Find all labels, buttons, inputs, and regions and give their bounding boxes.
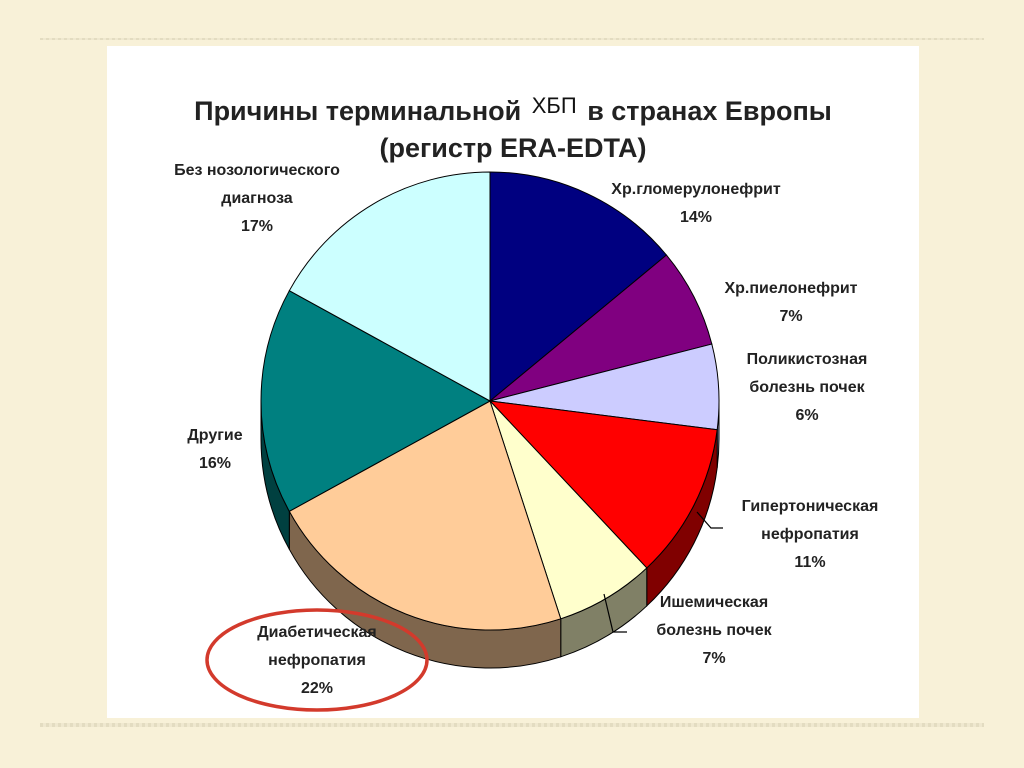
label-name-line2: нефропатия [761,526,859,543]
label-name-line2: болезнь почек [749,379,865,396]
title-part2: в странах Европы [587,96,832,126]
title-abbreviation: ХБП [531,93,577,118]
pie-slice-undiagnosed [288,171,491,402]
label-value: 6% [795,407,819,424]
highlight-ellipse [205,608,429,712]
top-divider [40,38,984,40]
label-undiagnosed: Без нозологического диагноза 17% [142,157,372,241]
label-name: Хр.пиелонефрит [724,280,858,297]
chart-title-line2: (регистр ERA-EDTA) [379,133,647,163]
label-pyelonephritis: Хр.пиелонефрит 7% [691,275,891,331]
label-name-line2: диагноза [221,190,293,207]
pie-slice-other [260,289,492,513]
pie-slice-hypertensive [488,400,718,569]
label-name-line2: болезнь почек [656,622,772,639]
label-value: 7% [702,650,726,667]
label-value: 14% [679,209,713,226]
label-other: Другие 16% [160,422,270,478]
label-name: Хр.гломерулонефрит [611,181,781,198]
pie-slice-diabetic [288,400,562,631]
label-value: 22% [300,680,334,697]
label-name-line1: Диабетическая [257,624,377,641]
pie-chart [205,171,723,712]
label-value: 17% [240,218,274,235]
label-name-line1: Ишемическая [659,594,769,611]
bottom-divider [40,723,984,727]
label-name: Другие [187,427,243,444]
leader-line-ischemic [603,593,627,633]
label-value: 16% [198,455,232,472]
pie-slice-glomerulonephritis [489,171,668,403]
label-polycystic: Поликистозная болезнь почек 6% [707,346,907,430]
label-ischemic: Ишемическая болезнь почек 7% [619,589,809,673]
label-name-line1: Поликистозная [746,351,868,368]
label-diabetic: Диабетическая нефропатия 22% [217,619,417,703]
title-part1: Причины терминальной [194,96,522,126]
label-name-line2: нефропатия [268,652,366,669]
label-value: 7% [779,308,803,325]
leader-line-hypertensive [696,511,723,529]
label-glomerulonephritis: Хр.гломерулонефрит 14% [571,176,821,232]
slide-card: Причины терминальной ХБП в странах Европ… [107,46,919,718]
label-hypertensive: Гипертоническая нефропатия 11% [715,493,905,577]
label-name-line1: Без нозологического [174,162,340,179]
chart-title-line1: Причины терминальной ХБП в странах Европ… [107,93,919,129]
label-name-line1: Гипертоническая [741,498,879,515]
label-value: 11% [794,554,826,571]
